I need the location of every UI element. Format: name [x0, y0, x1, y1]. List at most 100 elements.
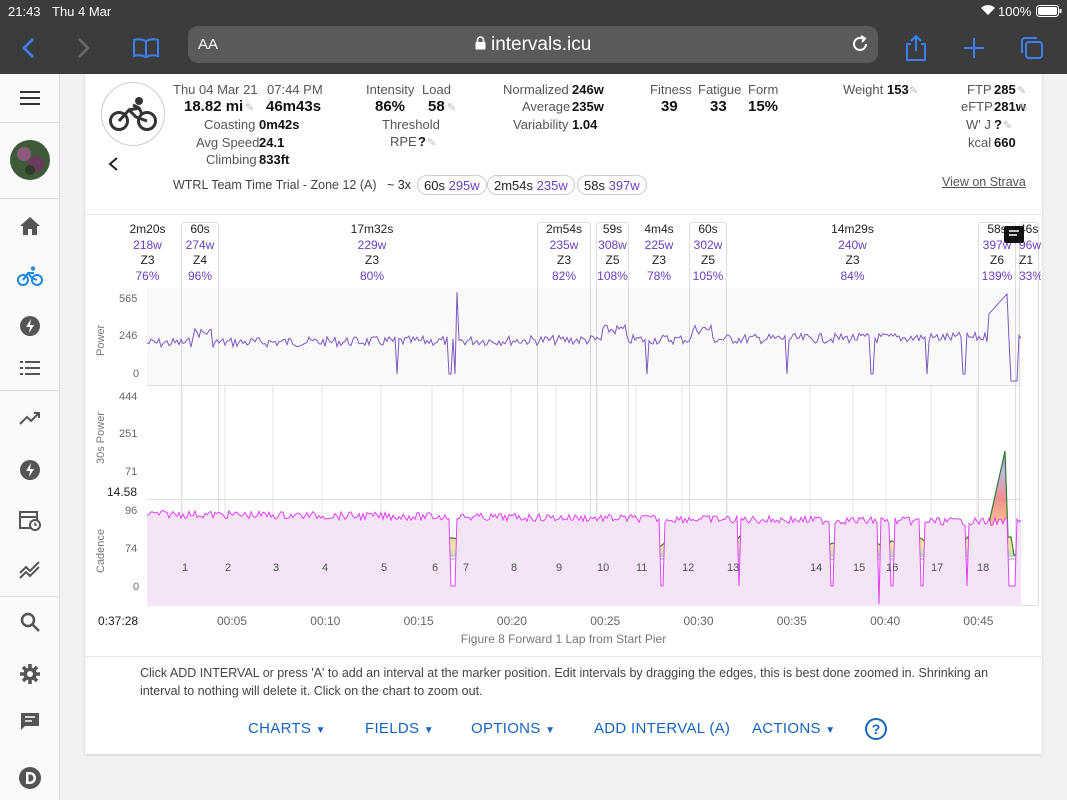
form-label: Form	[748, 82, 779, 97]
weight-label: Weight	[843, 82, 884, 97]
threshold-label: Threshold	[382, 117, 440, 132]
fatigue-label: Fatigue	[698, 82, 742, 97]
edit-rpe-icon[interactable]: ✎	[427, 137, 437, 149]
avg-speed-label: Avg Speed	[196, 135, 260, 150]
edit-weight-icon[interactable]: ✎	[909, 85, 919, 97]
lap-number: 2	[225, 562, 231, 574]
charts-button[interactable]: CHARTS ▼	[248, 720, 326, 737]
cycling-icon[interactable]	[0, 258, 60, 294]
battery-level: 100%	[998, 4, 1032, 19]
lock-icon	[475, 34, 491, 55]
options-button[interactable]: OPTIONS ▼	[471, 720, 556, 737]
comment-icon[interactable]	[1004, 226, 1024, 243]
interval-pill[interactable]: 60s 295w	[417, 175, 487, 195]
time-tick: 00:10	[310, 614, 341, 628]
lap-number: 14	[810, 562, 822, 574]
text-size-button[interactable]: AA	[198, 36, 219, 53]
edit-distance-icon[interactable]: ✎	[245, 102, 255, 114]
time-tick: 00:30	[683, 614, 714, 628]
collapse-chevron-icon[interactable]	[107, 156, 119, 175]
climbing-label: Climbing	[206, 152, 257, 167]
time-tick: 00:20	[496, 614, 527, 628]
trending-icon[interactable]	[0, 400, 60, 436]
eftp-label: eFTP	[961, 99, 993, 114]
activity-charts[interactable]: 1 2 3 4 5 6 7 8 9 10 11 12 13 14 15 16 17 18	[147, 286, 1021, 606]
status-time: 21:43	[8, 4, 41, 19]
status-date: Thu 4 Mar	[52, 4, 112, 19]
address-bar[interactable]: AA intervals.icu	[188, 26, 878, 63]
lap-number: 4	[322, 562, 328, 574]
actions-button[interactable]: ACTIONS ▼	[752, 720, 836, 737]
fields-button[interactable]: FIELDS ▼	[365, 720, 434, 737]
cadence-tick: 0	[133, 581, 140, 593]
forward-icon[interactable]	[66, 30, 102, 66]
interval-reps: ~ 3x	[387, 178, 411, 192]
logo-icon[interactable]	[0, 760, 60, 796]
lap-number: 10	[597, 562, 609, 574]
interval-pill[interactable]: 58s 397w	[577, 175, 647, 195]
compare-icon[interactable]	[0, 552, 60, 588]
start-time: 0:37:28	[98, 614, 139, 628]
lap-number: 18	[977, 562, 989, 574]
power-tick: 565	[119, 293, 138, 305]
interval-header[interactable]: 60s 302w Z5 105%	[692, 222, 724, 283]
intensity-label: Intensity	[366, 82, 415, 97]
bookmarks-icon[interactable]	[128, 30, 164, 66]
list-icon[interactable]	[0, 350, 60, 386]
edit-ftp-icon[interactable]: ✎	[1017, 85, 1027, 97]
bolt-icon[interactable]	[0, 308, 60, 344]
interval-header[interactable]: 4m4s 225w Z3 78%	[644, 222, 674, 283]
time-tick: 00:40	[870, 614, 901, 628]
ftp-label: FTP	[967, 82, 992, 97]
interval-header[interactable]: 46s 96w Z1 33%	[1019, 222, 1041, 283]
interval-header[interactable]: 17m32s 229w Z3 80%	[350, 222, 394, 283]
interval-pill[interactable]: 2m54s 235w	[487, 175, 575, 195]
edit-load-icon[interactable]: ✎	[447, 102, 457, 114]
power-icon[interactable]	[0, 452, 60, 488]
search-icon[interactable]	[0, 604, 60, 640]
lap-number: 16	[886, 562, 898, 574]
route-name: Figure 8 Forward 1 Lap from Start Pier	[460, 632, 667, 646]
fitness-value: 39	[661, 98, 678, 115]
tabs-icon[interactable]	[1014, 30, 1050, 66]
interval-header[interactable]: 59s 308w Z5 108%	[597, 222, 628, 283]
help-icon[interactable]: ?	[865, 718, 887, 740]
menu-icon[interactable]	[0, 80, 60, 116]
view-on-strava-link[interactable]: View on Strava	[942, 175, 1026, 189]
interval-header[interactable]: 2m54s 235w Z3 82%	[545, 222, 583, 283]
edit-wj-icon[interactable]: ✎	[1003, 120, 1013, 132]
kcal-value: 660	[994, 135, 1016, 150]
new-tab-icon[interactable]	[956, 30, 992, 66]
calendar-icon[interactable]	[0, 502, 60, 538]
lap-number: 1	[182, 562, 188, 574]
interval-header[interactable]: 60s 274w Z4 96%	[185, 222, 215, 283]
fatigue-value: 33	[710, 98, 727, 115]
time-tick: 00:35	[776, 614, 807, 628]
chat-icon[interactable]	[0, 704, 60, 740]
normalized-value: 246w	[572, 82, 604, 97]
edit-eftp-icon[interactable]: ✎	[1019, 102, 1029, 114]
lap-number: 6	[432, 562, 438, 574]
kcal-label: kcal	[968, 135, 992, 150]
home-icon[interactable]	[0, 208, 60, 244]
cadence-tick: 74	[125, 543, 138, 555]
activity-name[interactable]: WTRL Team Time Trial - Zone 12 (A)	[173, 178, 377, 192]
duration-value: 46m43s	[266, 98, 322, 115]
activity-type-icon	[101, 82, 165, 146]
avatar[interactable]	[0, 140, 60, 180]
lap-number: 7	[463, 562, 469, 574]
climbing-value: 833ft	[259, 152, 290, 167]
add-interval-button[interactable]: ADD INTERVAL (A)	[594, 720, 731, 737]
variability-label: Variability	[513, 117, 569, 132]
help-text: Click ADD INTERVAL or press 'A' to add a…	[140, 666, 989, 698]
back-icon[interactable]	[10, 30, 46, 66]
interval-header[interactable]: 2m20s 218w Z3 76%	[129, 222, 166, 283]
reload-icon[interactable]	[850, 34, 870, 57]
lap-number: 12	[682, 562, 694, 574]
interval-header[interactable]: 58s 397w Z6 139%	[981, 222, 1013, 283]
interval-header[interactable]: 14m29s 240w Z3 84%	[831, 222, 874, 283]
lap-number: 17	[931, 562, 943, 574]
share-icon[interactable]	[898, 30, 934, 66]
interval-selection[interactable]	[1019, 222, 1039, 606]
settings-icon[interactable]	[0, 656, 60, 692]
